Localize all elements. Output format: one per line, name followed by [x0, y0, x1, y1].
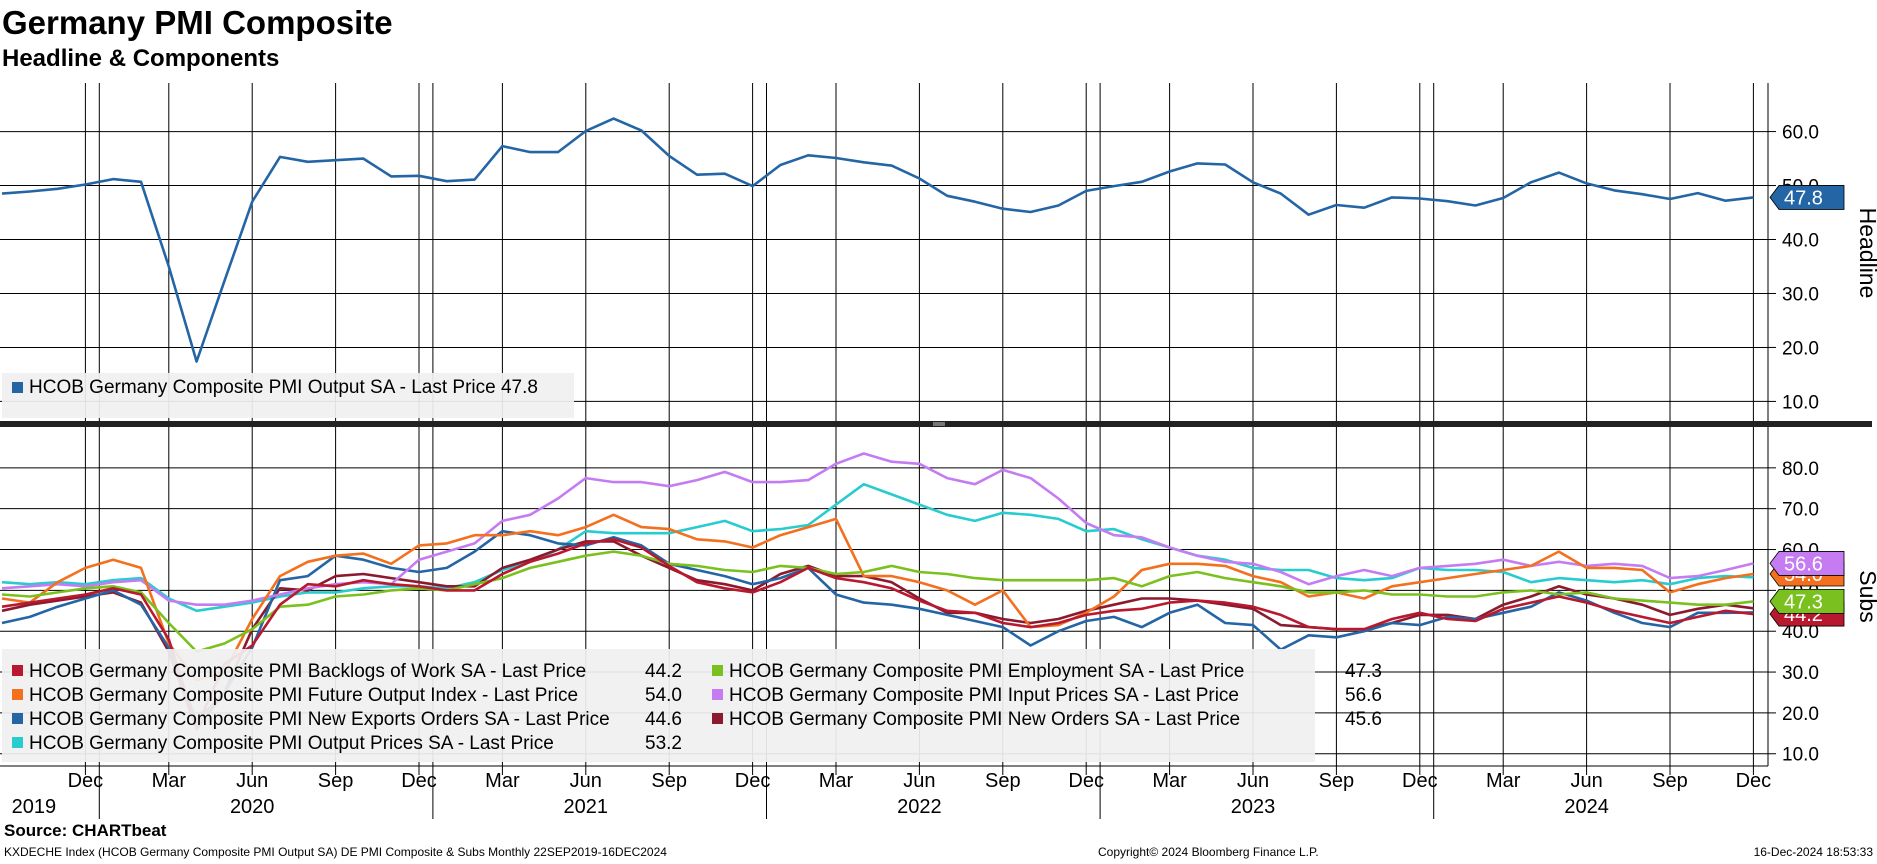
components-legend-swatch — [712, 713, 723, 724]
time-axis-month-label: Dec — [401, 770, 437, 792]
components-legend-box — [2, 649, 1315, 762]
components-legend-label: HCOB Germany Composite PMI Employment SA… — [729, 661, 1244, 682]
components-legend-value: 44.2 — [645, 661, 682, 682]
headline-y-tick-label: 60.0 — [1782, 123, 1819, 144]
time-axis-year-label: 2023 — [1231, 796, 1276, 818]
components-legend-swatch — [12, 737, 23, 748]
headline-axis-title: Headline — [1855, 208, 1877, 299]
headline-plot-background — [0, 83, 1768, 423]
components-legend-swatch — [12, 665, 23, 676]
components-y-tick-label: 80.0 — [1782, 459, 1819, 480]
components-legend-label: HCOB Germany Composite PMI Backlogs of W… — [29, 661, 586, 682]
chart-title: Germany PMI Composite — [2, 4, 393, 41]
time-axis-year-label: 2020 — [230, 796, 275, 818]
footer-copyright: Copyright© 2024 Bloomberg Finance L.P. — [1098, 845, 1319, 859]
headline-y-tick-label: 40.0 — [1782, 231, 1819, 252]
headline-legend-box — [2, 373, 574, 418]
headline-last-value-label: 47.8 — [1784, 187, 1823, 209]
components-series-line — [1, 513, 1754, 682]
time-axis-year-label: 2021 — [564, 796, 609, 818]
components-legend-value: 47.3 — [1345, 661, 1382, 682]
time-axis-month-label: Sep — [1319, 770, 1355, 792]
components-y-tick-label: 20.0 — [1782, 704, 1819, 725]
headline-last-value-tag — [1769, 185, 1845, 210]
components-legend-label: HCOB Germany Composite PMI Future Output… — [29, 685, 578, 706]
time-axis-month-label: Sep — [985, 770, 1021, 792]
components-legend-value: 54.0 — [645, 685, 682, 706]
footer-index-description: KXDECHE Index (HCOB Germany Composite PM… — [4, 845, 667, 859]
headline-legend-label: HCOB Germany Composite PMI Output SA - L… — [29, 377, 538, 398]
components-legend-swatch — [712, 665, 723, 676]
components-y-tick-label: 10.0 — [1782, 745, 1819, 766]
panel-divider-handle — [933, 422, 945, 426]
components-axis-title: Subs — [1855, 570, 1877, 622]
components-series-line — [1, 550, 1754, 653]
headline-y-tick-label: 30.0 — [1782, 284, 1819, 305]
time-axis-month-label: Dec — [1736, 770, 1772, 792]
time-axis-month-label: Mar — [1152, 770, 1187, 792]
components-legend-swatch — [12, 713, 23, 724]
components-last-value-tag — [1769, 551, 1845, 576]
time-axis-year-label: 2022 — [897, 796, 942, 818]
time-axis-year-label: 2019 — [12, 796, 57, 818]
chart-subtitle: Headline & Components — [2, 45, 279, 72]
time-axis-month-label: Sep — [1652, 770, 1688, 792]
components-legend-label: HCOB Germany Composite PMI Output Prices… — [29, 733, 554, 754]
components-last-value-label: 56.6 — [1784, 553, 1823, 575]
headline-y-tick-label: 10.0 — [1782, 392, 1819, 413]
time-axis-month-label: Mar — [819, 770, 854, 792]
time-axis-month-label: Dec — [735, 770, 771, 792]
components-y-tick-label: 40.0 — [1782, 622, 1819, 643]
headline-series-line — [1, 117, 1754, 363]
time-axis-month-label: Mar — [1486, 770, 1521, 792]
footer-timestamp: 16-Dec-2024 18:53:33 — [1754, 845, 1874, 859]
components-series-line — [1, 452, 1754, 607]
source-label: Source: CHARTbeat — [4, 821, 167, 840]
time-axis-month-label: Jun — [236, 770, 268, 792]
time-axis-month-label: Dec — [1068, 770, 1104, 792]
time-axis-month-label: Dec — [1402, 770, 1438, 792]
time-axis-month-label: Jun — [903, 770, 935, 792]
components-legend-value: 45.6 — [1345, 709, 1382, 730]
time-axis-month-label: Sep — [651, 770, 687, 792]
time-axis-month-label: Mar — [152, 770, 187, 792]
time-axis-month-label: Sep — [318, 770, 354, 792]
components-legend-swatch — [712, 689, 723, 700]
components-legend-swatch — [12, 689, 23, 700]
time-axis-year-label: 2024 — [1564, 796, 1609, 818]
time-axis-month-label: Jun — [1570, 770, 1602, 792]
headline-legend-swatch — [12, 382, 23, 393]
components-series-line — [1, 537, 1754, 729]
components-panel: 10.020.030.040.050.060.070.080.0Subs44.2… — [0, 427, 1877, 766]
components-legend-label: HCOB Germany Composite PMI New Exports O… — [29, 709, 610, 730]
components-y-tick-label: 70.0 — [1782, 500, 1819, 521]
components-series-line — [1, 529, 1754, 723]
time-axis-month-label: Jun — [570, 770, 602, 792]
components-legend-label: HCOB Germany Composite PMI New Orders SA… — [729, 709, 1240, 730]
time-axis-month-label: Mar — [485, 770, 520, 792]
components-legend-value: 44.6 — [645, 709, 682, 730]
headline-y-tick-label: 20.0 — [1782, 338, 1819, 359]
components-legend-value: 56.6 — [1345, 685, 1382, 706]
components-y-tick-label: 30.0 — [1782, 663, 1819, 684]
time-axis-month-label: Dec — [68, 770, 104, 792]
time-axis: Dec Mar Jun Sep Dec Mar Jun Sep Dec Mar Jun Sep Dec M… — [0, 765, 1772, 819]
components-legend-value: 53.2 — [645, 733, 682, 754]
components-last-value-tag — [1769, 589, 1845, 614]
components-legend-label: HCOB Germany Composite PMI Input Prices … — [729, 685, 1239, 706]
headline-panel: 10.020.030.040.050.060.0Headline47.8HCOB… — [0, 83, 1877, 427]
components-last-value-label: 47.3 — [1784, 591, 1823, 613]
time-axis-month-label: Jun — [1237, 770, 1269, 792]
